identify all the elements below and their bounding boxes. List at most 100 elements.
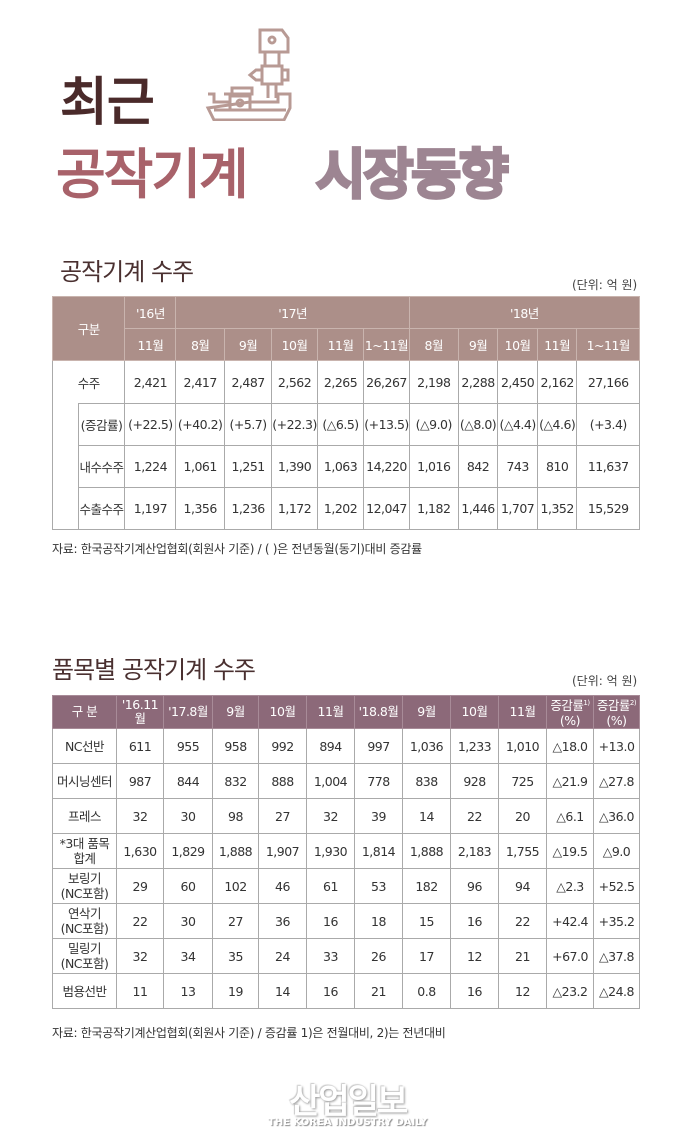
logo-english: THE KOREA INDUSTRY DAILY: [268, 1117, 428, 1128]
value-cell: 182: [402, 868, 451, 904]
section2-title: 품목별 공작기계 수주: [52, 656, 256, 684]
item-subname: (NC포함): [60, 956, 109, 971]
value-cell: 1,814: [354, 833, 403, 869]
month-header: 9월: [457, 328, 499, 361]
value-cell: 94: [498, 868, 547, 904]
item-label: 연삭기 (NC포함): [52, 903, 117, 939]
month-header: 10월: [497, 328, 538, 361]
table-row: 보링기 (NC포함) 29 60 102 46 61 53 182 96 94 △2.3 +52.5: [52, 868, 640, 904]
value-cell: 1,061: [175, 445, 225, 488]
table-row: 밀링기 (NC포함) 32 34 35 24 33 26 17 12 21 +67.0 △37.8: [52, 938, 640, 974]
value-cell: 1,224: [124, 445, 177, 488]
value-cell: △18.0: [546, 728, 594, 764]
value-cell: 16: [450, 903, 499, 939]
item-name: 머시닝센터: [56, 773, 113, 789]
header-cell: '18.8월: [354, 695, 403, 729]
section1-note: 자료: 한국공작기계산업협회(회원사 기준) / ( )은 전년동월(동기)대비…: [52, 542, 422, 556]
value-cell: (+13.5): [363, 403, 410, 446]
value-cell: 12,047: [363, 487, 410, 530]
value-cell: 1,446: [457, 487, 499, 530]
item-label: 밀링기 (NC포함): [52, 938, 117, 974]
value-cell: 1,236: [223, 487, 273, 530]
year-header: '17년: [175, 296, 410, 329]
value-cell: 14,220: [363, 445, 410, 488]
value-cell: 2,198: [408, 360, 459, 404]
item-name: 밀링기: [67, 941, 102, 956]
value-cell: 2,450: [497, 360, 538, 404]
value-cell: (+22.5): [124, 403, 177, 446]
item-label: 머시닝센터: [52, 763, 117, 799]
value-cell: 1,233: [450, 728, 499, 764]
value-cell: 2,487: [223, 360, 273, 404]
row-label: 수출수주: [77, 487, 126, 530]
value-cell: 14: [258, 973, 307, 1009]
value-cell: 24: [258, 938, 307, 974]
header-cell: 10월: [450, 695, 499, 729]
value-cell: 2,183: [450, 833, 499, 869]
value-cell: 743: [497, 445, 538, 488]
value-cell: 32: [306, 798, 355, 834]
table-row: 프레스 32 30 98 27 32 39 14 22 20 △6.1 △36.0: [52, 798, 640, 834]
value-cell: 29: [116, 868, 164, 904]
value-cell: 888: [258, 763, 307, 799]
value-cell: 46: [258, 868, 307, 904]
value-cell: 16: [306, 973, 355, 1009]
rate1-header: 증감률1) (%): [546, 695, 594, 729]
year-header: '16년: [124, 296, 177, 329]
value-cell: 955: [163, 728, 213, 764]
value-cell: 27,166: [576, 360, 640, 404]
table-row: 수주 2,421 2,417 2,487 2,562 2,265 26,267 2,198 2,…: [51, 360, 640, 404]
table-row: 범용선반 11 13 19 14 16 21 0.8 16 12 △23.2 △24.8: [52, 973, 640, 1009]
value-cell: 96: [450, 868, 499, 904]
value-cell: 34: [163, 938, 213, 974]
table-row: 내수수주 1,224 1,061 1,251 1,390 1,063 14,220 1,016…: [52, 445, 640, 488]
value-cell: 1,829: [163, 833, 213, 869]
item-label: NC선반: [52, 728, 117, 764]
item-label: *3대 품목 합계: [52, 833, 117, 869]
month-header: 8월: [175, 328, 225, 361]
value-cell: (+3.4): [576, 403, 640, 446]
value-cell: 1,004: [306, 763, 355, 799]
header-cell: 11월: [498, 695, 547, 729]
value-cell: (+40.2): [175, 403, 225, 446]
item-name: 범용선반: [62, 983, 107, 999]
month-header: 1~11월: [363, 328, 410, 361]
value-cell: 12: [450, 938, 499, 974]
value-cell: 611: [116, 728, 164, 764]
value-cell: 1,036: [402, 728, 451, 764]
value-cell: 1,755: [498, 833, 547, 869]
section1-title: 공작기계 수주: [60, 258, 194, 286]
section1-unit: (단위: 억 원): [572, 278, 638, 292]
month-header: 11월: [316, 328, 365, 361]
item-name: 연삭기: [67, 906, 102, 921]
value-cell: 15,529: [576, 487, 640, 530]
month-header: 8월: [408, 328, 459, 361]
value-cell: 2,421: [124, 360, 177, 404]
item-label: 프레스: [52, 798, 117, 834]
value-cell: 838: [402, 763, 451, 799]
value-cell: 60: [163, 868, 213, 904]
row-label: 수주: [51, 360, 126, 404]
indent-cell: [52, 487, 79, 530]
value-cell: 26,267: [363, 360, 410, 404]
value-cell: 1,390: [271, 445, 318, 488]
corner-header: 구분: [51, 296, 126, 361]
value-cell: 35: [212, 938, 259, 974]
table-row: *3대 품목 합계 1,630 1,829 1,888 1,907 1,930 1,814 1,…: [52, 833, 640, 869]
month-header: 11월: [124, 328, 177, 361]
value-cell: 1,182: [408, 487, 459, 530]
indent-cell: [52, 403, 79, 446]
logo-korean: 산업일보: [289, 1082, 408, 1122]
header-cell: 9월: [212, 695, 259, 729]
machine-tool-icon: [205, 28, 292, 121]
item-subname: (NC포함): [60, 886, 109, 901]
value-cell: 53: [354, 868, 403, 904]
value-cell: 22: [450, 798, 499, 834]
rate1-label: 증감률: [550, 698, 584, 714]
value-cell: 832: [212, 763, 259, 799]
item-label: 보링기 (NC포함): [52, 868, 117, 904]
value-cell: 27: [212, 903, 259, 939]
value-cell: +42.4: [546, 903, 594, 939]
value-cell: △27.8: [593, 763, 640, 799]
table-row: (증감률) (+22.5) (+40.2) (+5.7) (+22.3) (△6.5) (+…: [52, 403, 640, 446]
